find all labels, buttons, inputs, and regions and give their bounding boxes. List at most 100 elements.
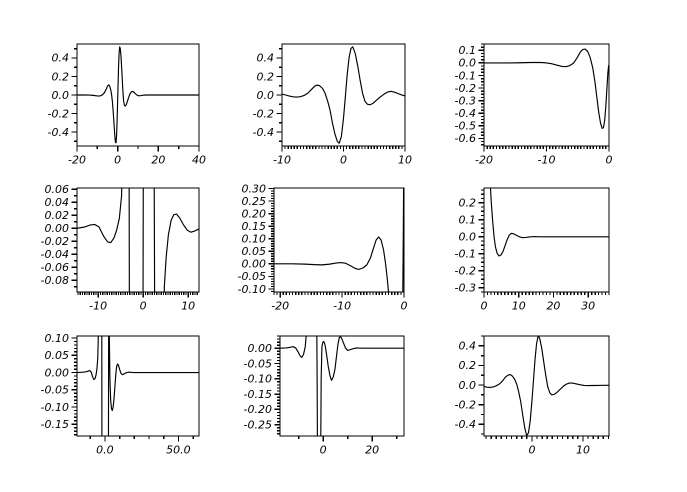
subplot-middle-middle-box <box>273 187 405 293</box>
subplot-top-left-y-tick-label: 0.4 <box>52 52 70 65</box>
subplot-top-left-x-axis: -20 0 20 40 <box>68 146 206 167</box>
subplot-bottom-right-x-axis: 0 10 <box>485 436 610 457</box>
subplot-top-left-y-tick-label: 0.0 <box>52 89 70 102</box>
subplot-middle-right-y-tick-label: -0.3 <box>455 282 476 295</box>
subplot-middle-right-y-tick-label: 0.2 <box>459 197 477 210</box>
subplot-bottom-right-y-tick-label: -0.4 <box>455 418 476 431</box>
subplot-middle-right-x-tick-label: 30 <box>581 300 595 313</box>
subplot-bottom-middle-y-axis: 0.00 -0.05 -0.10 -0.15 -0.20 -0.25 <box>244 335 280 435</box>
subplot-top-middle-y-tick-label: 0.0 <box>257 89 275 102</box>
subplot-middle-left-y-tick-label: -0.08 <box>41 274 69 287</box>
subplot-bottom-middle-y-tick-label: -0.20 <box>244 403 272 416</box>
subplot-top-right-y-axis: 0.10.0-0.1-0.2-0.3-0.4-0.5-0.6 <box>455 43 484 146</box>
subplot-top-middle-x-tick-label: 0 <box>340 154 347 167</box>
subplot-bottom-left-y-tick-label: -0.05 <box>41 384 69 397</box>
subplot-bottom-left-y-tick-label: 0.00 <box>45 366 70 379</box>
subplot-bottom-middle-y-tick-label: -0.05 <box>244 357 272 370</box>
subplot-top-right-x-tick-label: -20 <box>475 154 493 167</box>
subplot-bottom-right: 0 10 0.4 0.2 0.0 -0.2 -0.4 <box>455 335 610 457</box>
subplot-middle-middle-x-axis: -20 -10 0 <box>271 292 408 313</box>
subplot-middle-left-curve <box>76 187 200 293</box>
subplot-middle-left-x-tick-label: 0 <box>140 300 147 313</box>
subplot-bottom-middle-x-axis: 0 20 <box>297 436 398 457</box>
subplot-bottom-middle-y-tick-label: -0.10 <box>244 373 272 386</box>
subplot-bottom-left-y-tick-label: 0.10 <box>45 332 70 345</box>
subplot-middle-left-y-tick-label: -0.06 <box>41 261 69 274</box>
subplot-middle-right-y-tick-label: 0.1 <box>459 214 477 227</box>
subplot-bottom-left-x-tick-label: 0.0 <box>96 444 114 457</box>
subplot-top-middle-y-tick-label: -0.4 <box>253 126 274 139</box>
subplot-bottom-left-box <box>76 335 200 437</box>
subplot-bottom-left-y-tick-label: 0.05 <box>45 349 70 362</box>
subplot-middle-left-y-axis: 0.060.040.020.00-0.02-0.04-0.06-0.08 <box>41 183 77 288</box>
subplot-top-right-box <box>483 43 610 147</box>
subplot-bottom-right-box <box>483 335 610 437</box>
subplot-middle-middle-x-tick-label: 0 <box>401 300 408 313</box>
subplot-top-middle-x-axis: -10 0 10 <box>273 146 412 167</box>
subplot-bottom-left-curve <box>76 335 200 437</box>
subplot-bottom-right-y-axis: 0.4 0.2 0.0 -0.2 -0.4 <box>455 335 484 435</box>
subplot-top-right-y-tick-label: -0.1 <box>455 69 476 82</box>
subplot-bottom-right-curve <box>483 335 610 437</box>
subplot-bottom-right-y-tick-label: 0.4 <box>459 340 477 353</box>
subplot-top-middle-x-tick-label: -10 <box>273 154 291 167</box>
subplot-middle-right-x-tick-label: 0 <box>481 300 488 313</box>
subplot-middle-middle-y-tick-label: 0.15 <box>242 220 267 233</box>
subplot-top-right-x-axis: -20 -10 0 <box>475 146 613 167</box>
subplot-middle-right-x-tick-label: 10 <box>512 300 526 313</box>
subplot-middle-middle-curve <box>273 187 405 293</box>
subplot-top-middle: -10 0 10 0.4 0.2 0.0 -0.2 -0.4 <box>253 43 412 167</box>
subplot-bottom-left-y-tick-label: -0.10 <box>41 401 69 414</box>
subplot-top-left-y-tick-label: -0.2 <box>48 107 69 120</box>
subplot-bottom-left-x-axis: 0.0 50.0 <box>89 436 194 457</box>
subplot-bottom-left-y-axis: 0.10 0.05 0.00 -0.05 -0.10 -0.15 <box>41 332 77 436</box>
subplot-top-left-y-tick-label: -0.4 <box>48 126 69 139</box>
subplot-middle-left-y-tick-label: 0.02 <box>45 209 70 222</box>
subplot-middle-left-y-tick-label: -0.04 <box>41 248 69 261</box>
subplot-top-right-x-tick-label: 0 <box>606 154 613 167</box>
subplot-bottom-right-x-tick-label: 0 <box>528 444 535 457</box>
subplot-top-right-y-tick-label: 0.1 <box>459 44 477 57</box>
subplot-top-middle-y-tick-label: 0.4 <box>257 52 275 65</box>
subplot-middle-right-x-axis: 0 10 20 30 <box>481 292 610 313</box>
subplot-top-left-x-tick-label: 0 <box>114 154 121 167</box>
subplot-top-left: -20 0 20 40 0.4 0.2 0.0 -0.2 -0.4 <box>48 43 206 167</box>
subplot-bottom-left-x-tick-label: 50.0 <box>166 444 191 457</box>
subplot-bottom-middle-y-tick-label: -0.25 <box>244 418 272 431</box>
subplot-top-right: -20 -10 0 0.10.0-0.1-0.2-0.3-0.4-0.5-0.6 <box>455 43 613 167</box>
subplot-top-right-y-tick-label: -0.4 <box>455 107 476 120</box>
subplot-top-right-y-tick-label: -0.3 <box>455 94 476 107</box>
subplot-middle-middle-y-tick-label: 0.10 <box>242 233 267 246</box>
subplot-middle-left-y-tick-label: 0.00 <box>45 222 70 235</box>
subplot-middle-middle-y-tick-label: 0.20 <box>242 207 267 220</box>
subplot-bottom-right-y-tick-label: -0.2 <box>455 398 476 411</box>
subplot-top-middle-box <box>281 43 406 147</box>
subplot-bottom-middle-x-tick-label: 20 <box>365 444 379 457</box>
subplot-top-right-x-tick-label: -10 <box>538 154 556 167</box>
subplot-top-left-box <box>76 43 200 147</box>
subplot-top-left-y-tick-label: 0.2 <box>52 70 70 83</box>
subplot-top-left-x-tick-label: -20 <box>68 154 86 167</box>
subplot-middle-middle-x-tick-label: -20 <box>271 300 289 313</box>
subplot-middle-right-y-tick-label: -0.2 <box>455 265 476 278</box>
subplot-middle-right-curve <box>489 187 610 257</box>
subplot-middle-middle: -20 -10 0 0.300.250.200.150.100.050.00-0.05… <box>238 182 408 313</box>
subplot-bottom-left: 0.0 50.0 0.10 0.05 0.00 -0.05 -0.10 -0.15 <box>41 332 200 457</box>
subplot-middle-right-y-tick-label: -0.1 <box>455 248 476 261</box>
subplot-top-left-y-axis: 0.4 0.2 0.0 -0.2 -0.4 <box>48 47 77 143</box>
subplot-middle-left-x-axis: -10 0 10 <box>77 292 198 313</box>
subplot-bottom-middle-box <box>279 335 405 437</box>
subplot-middle-left-y-tick-label: -0.02 <box>41 235 69 248</box>
subplot-middle-right-box <box>483 187 610 293</box>
subplot-middle-middle-y-tick-label: -0.05 <box>238 270 266 283</box>
subplot-top-left-curve <box>76 46 200 144</box>
subplot-top-middle-curve <box>281 46 406 144</box>
subplot-top-middle-y-tick-label: 0.2 <box>257 70 275 83</box>
subplot-bottom-right-y-tick-label: 0.2 <box>459 359 477 372</box>
subplot-top-right-y-tick-label: -0.6 <box>455 132 476 145</box>
subplot-top-right-y-tick-label: 0.0 <box>459 57 477 70</box>
subplot-middle-middle-y-tick-label: 0.30 <box>242 182 267 195</box>
subplot-top-middle-y-tick-label: -0.2 <box>253 107 274 120</box>
subplot-bottom-middle: 0 20 0.00 -0.05 -0.10 -0.15 -0.20 -0.25 <box>244 335 405 457</box>
